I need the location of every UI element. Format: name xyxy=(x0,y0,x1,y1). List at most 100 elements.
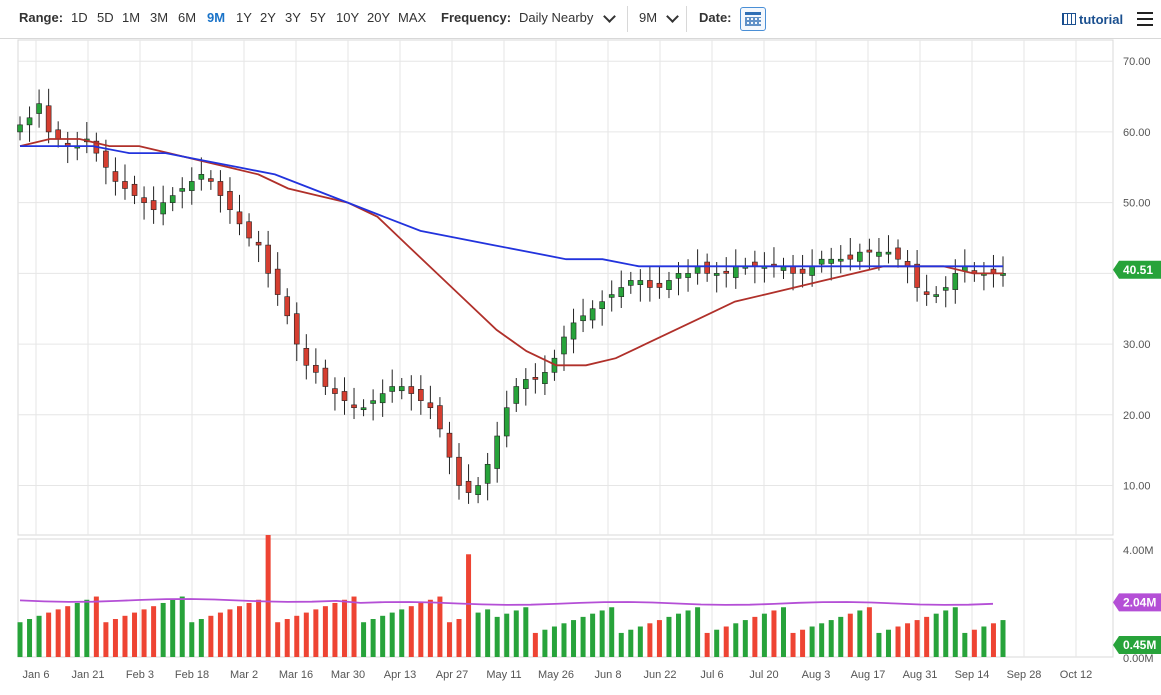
candle-body xyxy=(227,191,233,211)
range-1d-button[interactable]: 1D xyxy=(71,10,88,25)
volume-bar xyxy=(237,606,243,657)
range-6m-button[interactable]: 6M xyxy=(178,10,197,25)
range-20y-button[interactable]: 20Y xyxy=(367,10,391,25)
x-tick-label: Sep 28 xyxy=(1007,669,1042,681)
volume-bar xyxy=(36,615,42,657)
volume-bar xyxy=(618,632,624,657)
range-5y-button[interactable]: 5Y xyxy=(310,10,326,25)
candle-body xyxy=(723,270,730,274)
volume-bar xyxy=(160,602,166,657)
range-9m-button[interactable]: 9M xyxy=(207,10,226,25)
range-10y-button[interactable]: 10Y xyxy=(336,10,360,25)
candle-body xyxy=(809,265,815,276)
range-1y-button[interactable]: 1Y xyxy=(236,10,252,25)
volume-bar xyxy=(132,612,138,657)
x-tick-label: Aug 17 xyxy=(851,669,886,681)
volume-bar xyxy=(361,622,367,657)
candle-body xyxy=(55,129,61,140)
candle-body xyxy=(503,407,510,437)
period-select[interactable]: 9M xyxy=(639,10,658,25)
volume-bar xyxy=(981,626,987,657)
candle-body xyxy=(942,287,949,291)
volume-bar xyxy=(752,616,758,657)
candle-body xyxy=(656,282,663,288)
volume-bar xyxy=(437,596,443,657)
volume-bar xyxy=(905,623,911,657)
candle-body xyxy=(236,211,243,225)
volume-bar xyxy=(208,615,214,657)
volume-bar xyxy=(170,599,176,657)
candle-series xyxy=(17,88,1006,504)
volume-bar xyxy=(714,629,720,657)
chevron-down-icon[interactable] xyxy=(603,10,616,23)
volume-bar xyxy=(1000,620,1006,657)
candle-body xyxy=(198,174,205,180)
volume-bar xyxy=(819,623,825,657)
candle-body xyxy=(828,258,835,264)
candle-body xyxy=(580,315,586,322)
hamburger-menu-icon[interactable] xyxy=(1137,12,1153,26)
volume-bar xyxy=(876,632,882,657)
candle-body xyxy=(837,258,844,262)
volume-series xyxy=(17,535,1006,657)
volume-bar xyxy=(971,629,977,657)
date-label: Date: xyxy=(699,10,732,25)
volume-bar xyxy=(771,610,777,657)
volume-bar xyxy=(408,606,414,657)
volume-bar xyxy=(914,620,920,657)
candle-body xyxy=(484,463,491,484)
candle-body xyxy=(208,178,214,182)
volume-bar xyxy=(685,610,691,657)
range-2y-button[interactable]: 2Y xyxy=(260,10,276,25)
candle-body xyxy=(265,244,271,274)
chevron-down-icon[interactable] xyxy=(666,10,679,23)
candle-body xyxy=(694,265,701,274)
volume-bar xyxy=(84,599,90,657)
candle-body xyxy=(141,197,147,203)
candle-body xyxy=(857,251,863,262)
candle-body xyxy=(112,171,119,182)
candle-body xyxy=(713,273,720,276)
volume-average-tag: 2.04M xyxy=(1123,595,1156,609)
candle-body xyxy=(666,280,672,290)
y-tick-label: 50.00 xyxy=(1123,198,1151,210)
volume-bar xyxy=(742,620,748,657)
volume-bar xyxy=(351,596,357,657)
volume-bar xyxy=(456,619,462,657)
candle-body xyxy=(732,265,739,278)
volume-bar xyxy=(112,619,118,657)
candle-body xyxy=(351,404,357,409)
x-tick-label: Oct 12 xyxy=(1060,669,1092,681)
candle-body xyxy=(866,249,873,253)
candle-body xyxy=(293,313,300,345)
volume-bar xyxy=(341,599,347,657)
tutorial-link[interactable]: tutorial xyxy=(1062,12,1123,27)
range-max-button[interactable]: MAX xyxy=(398,10,427,25)
frequency-select[interactable]: Daily Nearby xyxy=(519,10,594,25)
calendar-icon[interactable] xyxy=(740,7,766,31)
candle-body xyxy=(255,241,262,246)
volume-bar xyxy=(857,610,863,657)
range-5d-button[interactable]: 5D xyxy=(97,10,114,25)
candle-body xyxy=(465,480,472,493)
candle-body xyxy=(246,221,252,239)
range-3m-button[interactable]: 3M xyxy=(150,10,169,25)
volume-bar xyxy=(294,615,300,657)
y-tick-label: 70.00 xyxy=(1123,56,1151,68)
volume-bar xyxy=(761,613,767,657)
frequency-label: Frequency: xyxy=(441,10,512,25)
candle-body xyxy=(523,379,529,389)
volume-bar xyxy=(590,613,596,657)
x-tick-label: Apr 13 xyxy=(384,669,416,681)
candle-body xyxy=(637,280,644,285)
candle-body xyxy=(332,388,338,394)
volume-bar xyxy=(933,613,939,657)
range-1m-button[interactable]: 1M xyxy=(122,10,141,25)
candle-body xyxy=(398,386,405,392)
candle-body xyxy=(322,367,329,387)
candle-body xyxy=(475,485,481,495)
volume-bar xyxy=(46,612,52,657)
range-3y-button[interactable]: 3Y xyxy=(285,10,301,25)
volume-bar xyxy=(943,610,949,657)
